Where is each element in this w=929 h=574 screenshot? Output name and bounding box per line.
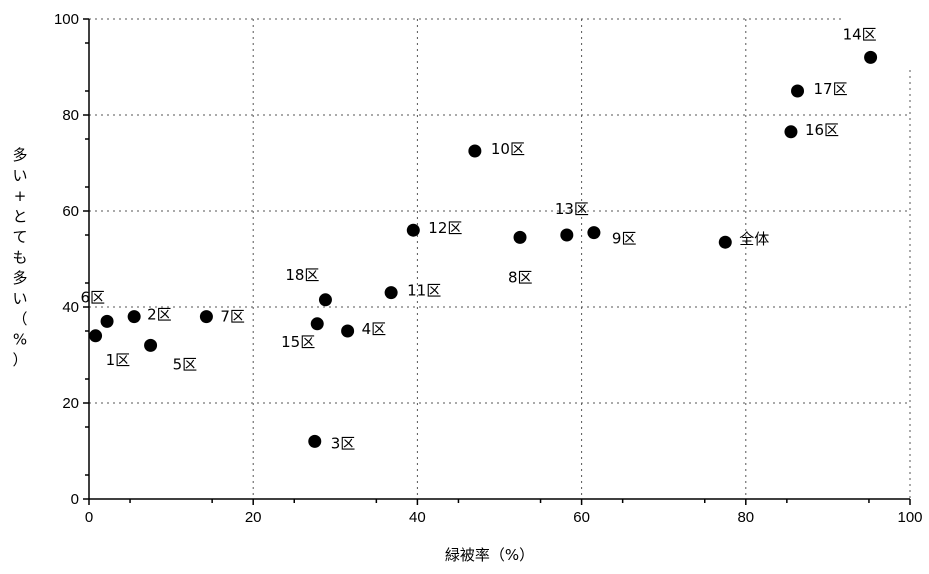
- y-axis-title-char: い: [12, 167, 27, 185]
- data-point: [89, 329, 103, 343]
- data-point: [864, 50, 878, 64]
- y-axis-title-char: て: [12, 228, 27, 246]
- point-label: 12区: [428, 219, 462, 237]
- tick-labels: 0 20 40 60 80 100 0 20 40 60 80 100: [54, 11, 923, 526]
- y-axis-title-char: 多: [12, 146, 27, 164]
- point-label: 16区: [805, 121, 839, 139]
- point-label: 9区: [612, 230, 637, 248]
- point-label: 15区: [281, 333, 315, 351]
- data-point: [127, 310, 141, 324]
- y-axis-title-char: と: [12, 208, 27, 226]
- grid: [89, 18, 911, 499]
- y-axis-title-char: %: [13, 331, 27, 349]
- data-point: [318, 293, 332, 307]
- data-point: [791, 84, 805, 98]
- x-tick-label: 60: [573, 509, 590, 526]
- y-axis-title-char: も: [12, 249, 27, 267]
- data-points: [89, 50, 878, 448]
- data-point: [718, 235, 732, 249]
- point-label: 3区: [331, 434, 356, 452]
- data-point: [513, 230, 527, 244]
- point-label: 8区: [508, 268, 533, 286]
- x-tick-label: 20: [245, 509, 262, 526]
- data-point: [341, 324, 355, 338]
- y-tick-label: 80: [62, 107, 79, 124]
- point-label: 6区: [81, 288, 106, 306]
- x-tick-label: 40: [409, 509, 426, 526]
- y-axis-title-char: +: [14, 187, 27, 205]
- data-point: [560, 228, 574, 242]
- point-label: 4区: [362, 320, 387, 338]
- point-label: 17区: [814, 80, 848, 98]
- y-axis-title: 多い+とても多い（%）: [12, 146, 27, 369]
- x-tick-label: 0: [85, 509, 93, 526]
- data-point: [100, 314, 114, 328]
- y-axis-title-char: い: [12, 290, 27, 308]
- point-labels: 1区 2区 3区 4区 5区 6区 7区 8区 9区 10区 11区 12区 13区 14区 15区 16区 1…: [81, 25, 877, 452]
- y-axis-title-char: （: [12, 310, 27, 328]
- data-point: [384, 286, 398, 300]
- y-tick-label: 60: [62, 203, 79, 220]
- data-point: [144, 338, 158, 352]
- data-point: [308, 434, 322, 448]
- data-point: [199, 310, 213, 324]
- data-point: [406, 223, 420, 237]
- point-label: 10区: [491, 140, 525, 158]
- point-label: 5区: [173, 355, 198, 373]
- x-tick-label: 80: [737, 509, 754, 526]
- y-axis-title-char: 多: [12, 269, 27, 287]
- point-label: 全体: [739, 230, 769, 248]
- data-point: [468, 144, 482, 158]
- y-tick-label: 0: [71, 491, 79, 508]
- point-label: 13区: [555, 200, 589, 218]
- point-label: 18区: [285, 266, 319, 284]
- point-label: 1区: [106, 351, 131, 369]
- point-label: 14区: [843, 25, 877, 43]
- y-tick-label: 40: [62, 299, 79, 316]
- data-point: [784, 125, 798, 139]
- point-label: 11区: [407, 282, 441, 300]
- point-label: 7区: [220, 308, 245, 326]
- x-axis-title: 緑被率（%）: [445, 546, 534, 564]
- axes: [83, 18, 911, 505]
- y-tick-label: 20: [62, 395, 79, 412]
- y-axis-title-char: ）: [12, 351, 27, 369]
- data-point: [310, 317, 324, 331]
- y-tick-label: 100: [54, 11, 79, 28]
- point-label: 2区: [147, 306, 172, 324]
- data-point: [587, 226, 601, 240]
- x-tick-label: 100: [897, 509, 922, 526]
